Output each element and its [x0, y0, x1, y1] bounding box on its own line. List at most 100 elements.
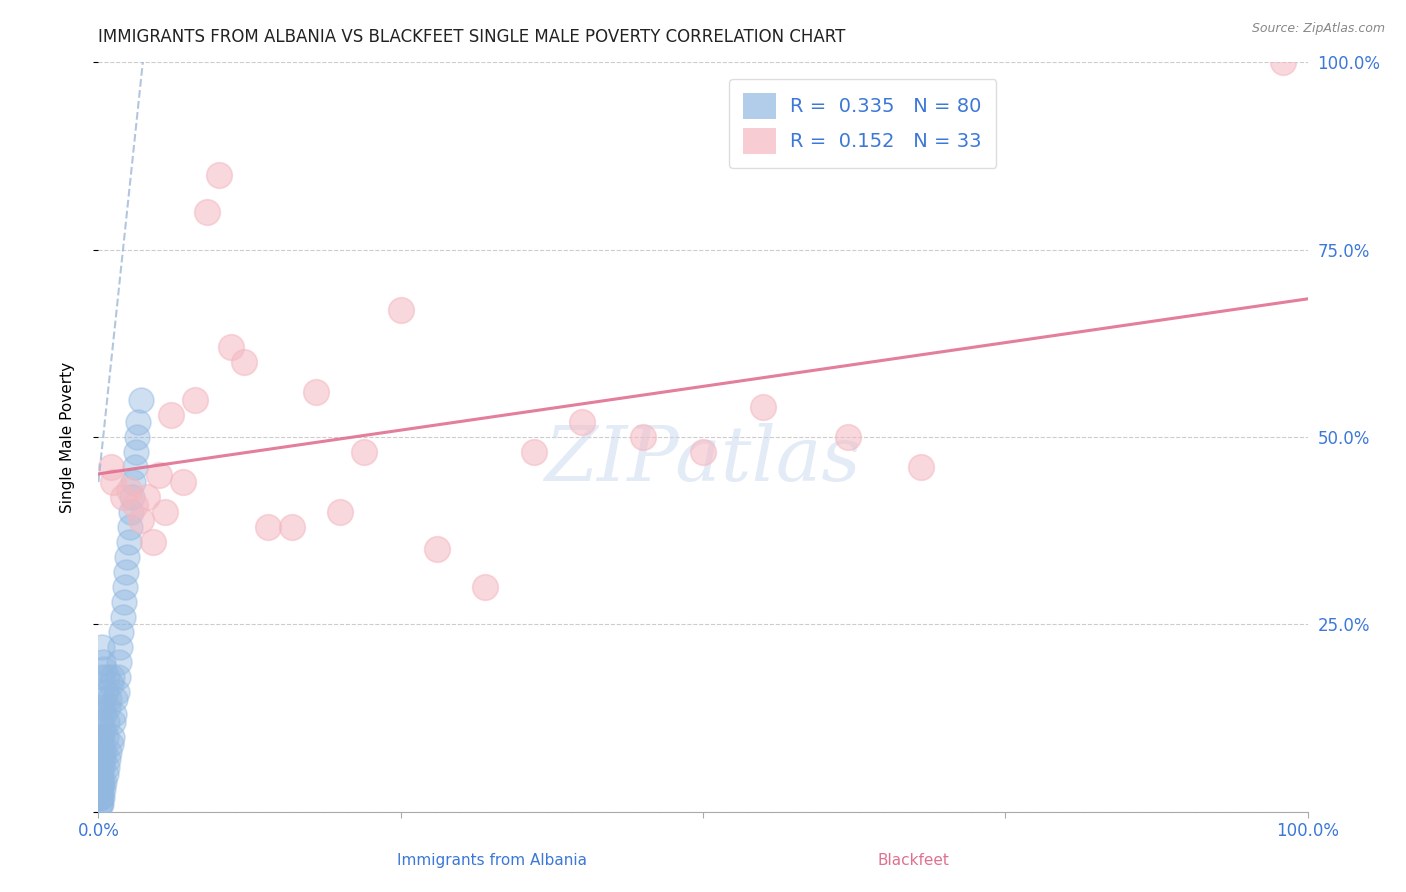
Point: [115, 565, 138, 579]
Point: [91, 699, 114, 714]
Point: [89, 774, 111, 789]
Point: [184, 392, 207, 407]
Point: [89, 760, 111, 774]
Point: [103, 707, 125, 722]
Point: [91, 760, 114, 774]
Point: [97, 699, 120, 714]
Point: [122, 475, 145, 489]
Point: [101, 714, 124, 729]
Point: [100, 677, 122, 691]
Y-axis label: Single Male Poverty: Single Male Poverty: [60, 361, 75, 513]
Point: [111, 490, 134, 504]
Point: [426, 542, 449, 557]
Point: [90, 760, 112, 774]
Point: [98, 745, 121, 759]
Point: [127, 430, 149, 444]
Point: [98, 692, 121, 706]
Point: [91, 730, 114, 744]
Point: [89, 767, 111, 781]
Point: [87, 789, 110, 804]
Point: [105, 685, 128, 699]
Point: [114, 580, 136, 594]
Point: [91, 752, 114, 766]
Point: [117, 549, 139, 564]
Point: [100, 737, 122, 751]
Point: [90, 797, 112, 812]
Point: [837, 430, 859, 444]
Point: [353, 445, 375, 459]
Point: [93, 662, 115, 676]
Point: [148, 467, 170, 482]
Point: [142, 535, 165, 549]
Point: [90, 730, 112, 744]
Point: [1272, 55, 1295, 70]
Point: [571, 415, 593, 429]
Point: [94, 767, 117, 781]
Legend: R =  0.335   N = 80, R =  0.152   N = 33: R = 0.335 N = 80, R = 0.152 N = 33: [728, 79, 997, 168]
Point: [90, 789, 112, 804]
Point: [87, 774, 110, 789]
Point: [89, 745, 111, 759]
Point: [129, 392, 152, 407]
Point: [94, 730, 117, 744]
Point: [96, 714, 118, 729]
Point: [108, 640, 131, 654]
Point: [93, 745, 115, 759]
Point: [208, 168, 231, 182]
Point: [89, 782, 111, 797]
Text: Blackfeet: Blackfeet: [877, 854, 950, 868]
Point: [129, 512, 152, 526]
Point: [90, 752, 112, 766]
Point: [96, 670, 118, 684]
Point: [118, 483, 141, 497]
Point: [90, 774, 112, 789]
Point: [389, 302, 412, 317]
Point: [118, 535, 141, 549]
Point: [91, 789, 114, 804]
Point: [90, 714, 112, 729]
Point: [89, 789, 111, 804]
Point: [256, 520, 278, 534]
Point: [90, 767, 112, 781]
Point: [100, 670, 122, 684]
Point: [94, 685, 117, 699]
Point: [195, 205, 218, 219]
Point: [112, 595, 135, 609]
Point: [281, 520, 304, 534]
Point: [118, 520, 141, 534]
Point: [91, 640, 114, 654]
Point: [153, 505, 176, 519]
Point: [125, 445, 148, 459]
Point: [89, 797, 111, 812]
Point: [89, 752, 111, 766]
Point: [110, 624, 132, 639]
Point: [120, 505, 142, 519]
Point: [631, 430, 654, 444]
Point: [89, 789, 111, 804]
Point: [90, 737, 112, 751]
Point: [90, 745, 112, 759]
Point: [91, 655, 114, 669]
Text: Source: ZipAtlas.com: Source: ZipAtlas.com: [1251, 22, 1385, 36]
Point: [692, 445, 714, 459]
Point: [121, 490, 143, 504]
Point: [100, 460, 122, 475]
Point: [232, 355, 254, 369]
Text: Immigrants from Albania: Immigrants from Albania: [396, 854, 588, 868]
Point: [329, 505, 352, 519]
Point: [108, 655, 131, 669]
Point: [91, 723, 114, 737]
Point: [104, 692, 127, 706]
Point: [93, 707, 115, 722]
Point: [91, 670, 114, 684]
Point: [910, 460, 932, 475]
Point: [101, 475, 124, 489]
Point: [474, 580, 496, 594]
Point: [96, 760, 118, 774]
Point: [91, 692, 114, 706]
Point: [221, 340, 243, 354]
Point: [89, 737, 111, 751]
Point: [752, 400, 775, 414]
Point: [107, 670, 129, 684]
Point: [127, 415, 149, 429]
